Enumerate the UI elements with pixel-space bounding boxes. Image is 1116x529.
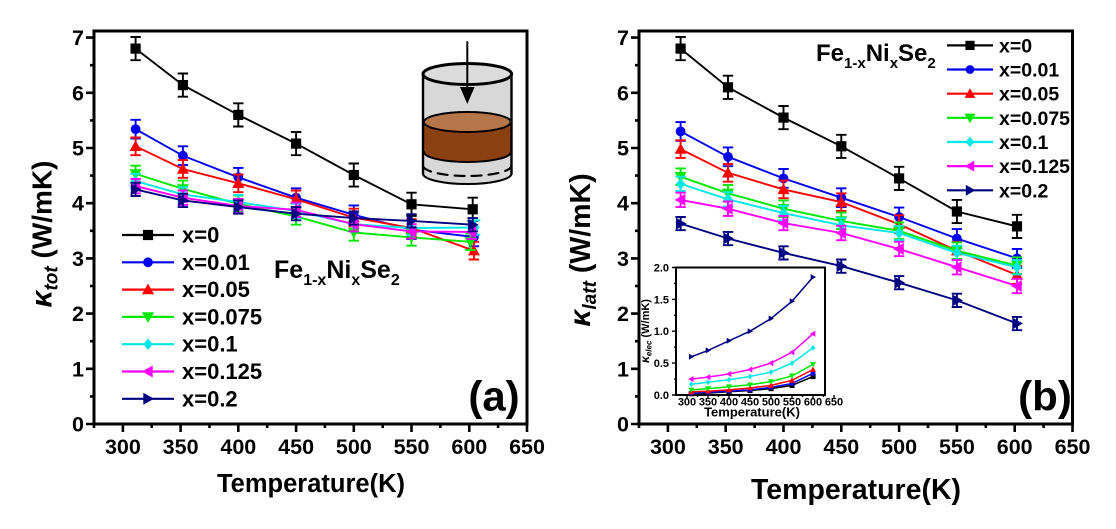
svg-text:500: 500 bbox=[336, 435, 372, 459]
svg-text:(a): (a) bbox=[468, 373, 519, 420]
svg-text:x=0.075: x=0.075 bbox=[999, 108, 1070, 130]
svg-text:2: 2 bbox=[617, 302, 629, 326]
svg-text:650: 650 bbox=[1055, 435, 1091, 459]
svg-text:x=0: x=0 bbox=[182, 223, 219, 248]
svg-text:400: 400 bbox=[220, 435, 256, 459]
svg-text:7: 7 bbox=[617, 26, 629, 50]
svg-text:6: 6 bbox=[617, 81, 629, 105]
svg-text:300: 300 bbox=[650, 435, 686, 459]
svg-text:7: 7 bbox=[72, 26, 84, 50]
svg-text:500: 500 bbox=[762, 397, 780, 409]
svg-text:0.5: 0.5 bbox=[654, 358, 669, 370]
svg-text:5: 5 bbox=[72, 137, 84, 161]
svg-text:0: 0 bbox=[617, 413, 629, 437]
svg-text:650: 650 bbox=[825, 397, 843, 409]
svg-text:x=0.125: x=0.125 bbox=[999, 156, 1070, 178]
svg-text:550: 550 bbox=[394, 435, 430, 459]
svg-text:x=0.125: x=0.125 bbox=[182, 359, 262, 384]
svg-text:1.0: 1.0 bbox=[654, 326, 669, 338]
svg-text:0.0: 0.0 bbox=[654, 390, 669, 402]
svg-text:Fe1-xNixSe2: Fe1-xNixSe2 bbox=[816, 40, 936, 72]
svg-text:500: 500 bbox=[881, 435, 917, 459]
svg-text:x=0.075: x=0.075 bbox=[182, 304, 262, 329]
svg-text:350: 350 bbox=[163, 435, 199, 459]
svg-text:550: 550 bbox=[939, 435, 975, 459]
svg-text:x=0.01: x=0.01 bbox=[999, 60, 1059, 82]
svg-text:400: 400 bbox=[720, 397, 738, 409]
svg-text:450: 450 bbox=[278, 435, 314, 459]
svg-text:x=0.05: x=0.05 bbox=[182, 277, 250, 302]
svg-text:4: 4 bbox=[72, 192, 84, 216]
svg-text:1: 1 bbox=[617, 357, 629, 381]
svg-text:6: 6 bbox=[72, 81, 84, 105]
svg-text:450: 450 bbox=[823, 435, 859, 459]
svg-text:x=0.05: x=0.05 bbox=[999, 84, 1059, 106]
svg-text:0: 0 bbox=[72, 413, 84, 437]
svg-text:Temperature(K): Temperature(K) bbox=[751, 474, 961, 506]
svg-text:Temperature(K): Temperature(K) bbox=[704, 405, 800, 420]
svg-text:4: 4 bbox=[617, 192, 629, 216]
svg-text:600: 600 bbox=[804, 397, 822, 409]
svg-text:(b): (b) bbox=[1018, 373, 1072, 420]
svg-text:x=0.01: x=0.01 bbox=[182, 250, 250, 275]
svg-text:300: 300 bbox=[678, 397, 696, 409]
svg-text:350: 350 bbox=[699, 397, 717, 409]
svg-text:Temperature(K): Temperature(K) bbox=[217, 470, 405, 498]
svg-text:Fe1-xNixSe2: Fe1-xNixSe2 bbox=[274, 256, 400, 289]
svg-text:2: 2 bbox=[72, 302, 84, 326]
svg-text:350: 350 bbox=[708, 435, 744, 459]
svg-text:x=0.2: x=0.2 bbox=[999, 180, 1048, 202]
svg-text:x=0.1: x=0.1 bbox=[182, 332, 238, 357]
svg-text:x=0.2: x=0.2 bbox=[182, 386, 238, 411]
svg-text:5: 5 bbox=[617, 137, 629, 161]
svg-text:κtot (W/mK): κtot (W/mK) bbox=[26, 160, 63, 307]
svg-text:x=0: x=0 bbox=[999, 35, 1032, 57]
svg-text:3: 3 bbox=[72, 247, 84, 271]
svg-text:400: 400 bbox=[766, 435, 802, 459]
svg-text:1.5: 1.5 bbox=[654, 294, 669, 306]
svg-text:300: 300 bbox=[105, 435, 141, 459]
svg-text:650: 650 bbox=[509, 435, 545, 459]
svg-text:1: 1 bbox=[72, 357, 84, 381]
svg-text:κlatt (W/mK): κlatt (W/mK) bbox=[564, 173, 601, 326]
svg-text:550: 550 bbox=[783, 397, 801, 409]
svg-text:x=0.1: x=0.1 bbox=[999, 132, 1048, 154]
svg-text:600: 600 bbox=[451, 435, 487, 459]
svg-text:450: 450 bbox=[741, 397, 759, 409]
svg-text:2.0: 2.0 bbox=[654, 263, 669, 275]
svg-text:κelec (W/mK): κelec (W/mK) bbox=[638, 299, 654, 363]
svg-text:3: 3 bbox=[617, 247, 629, 271]
svg-text:600: 600 bbox=[997, 435, 1033, 459]
